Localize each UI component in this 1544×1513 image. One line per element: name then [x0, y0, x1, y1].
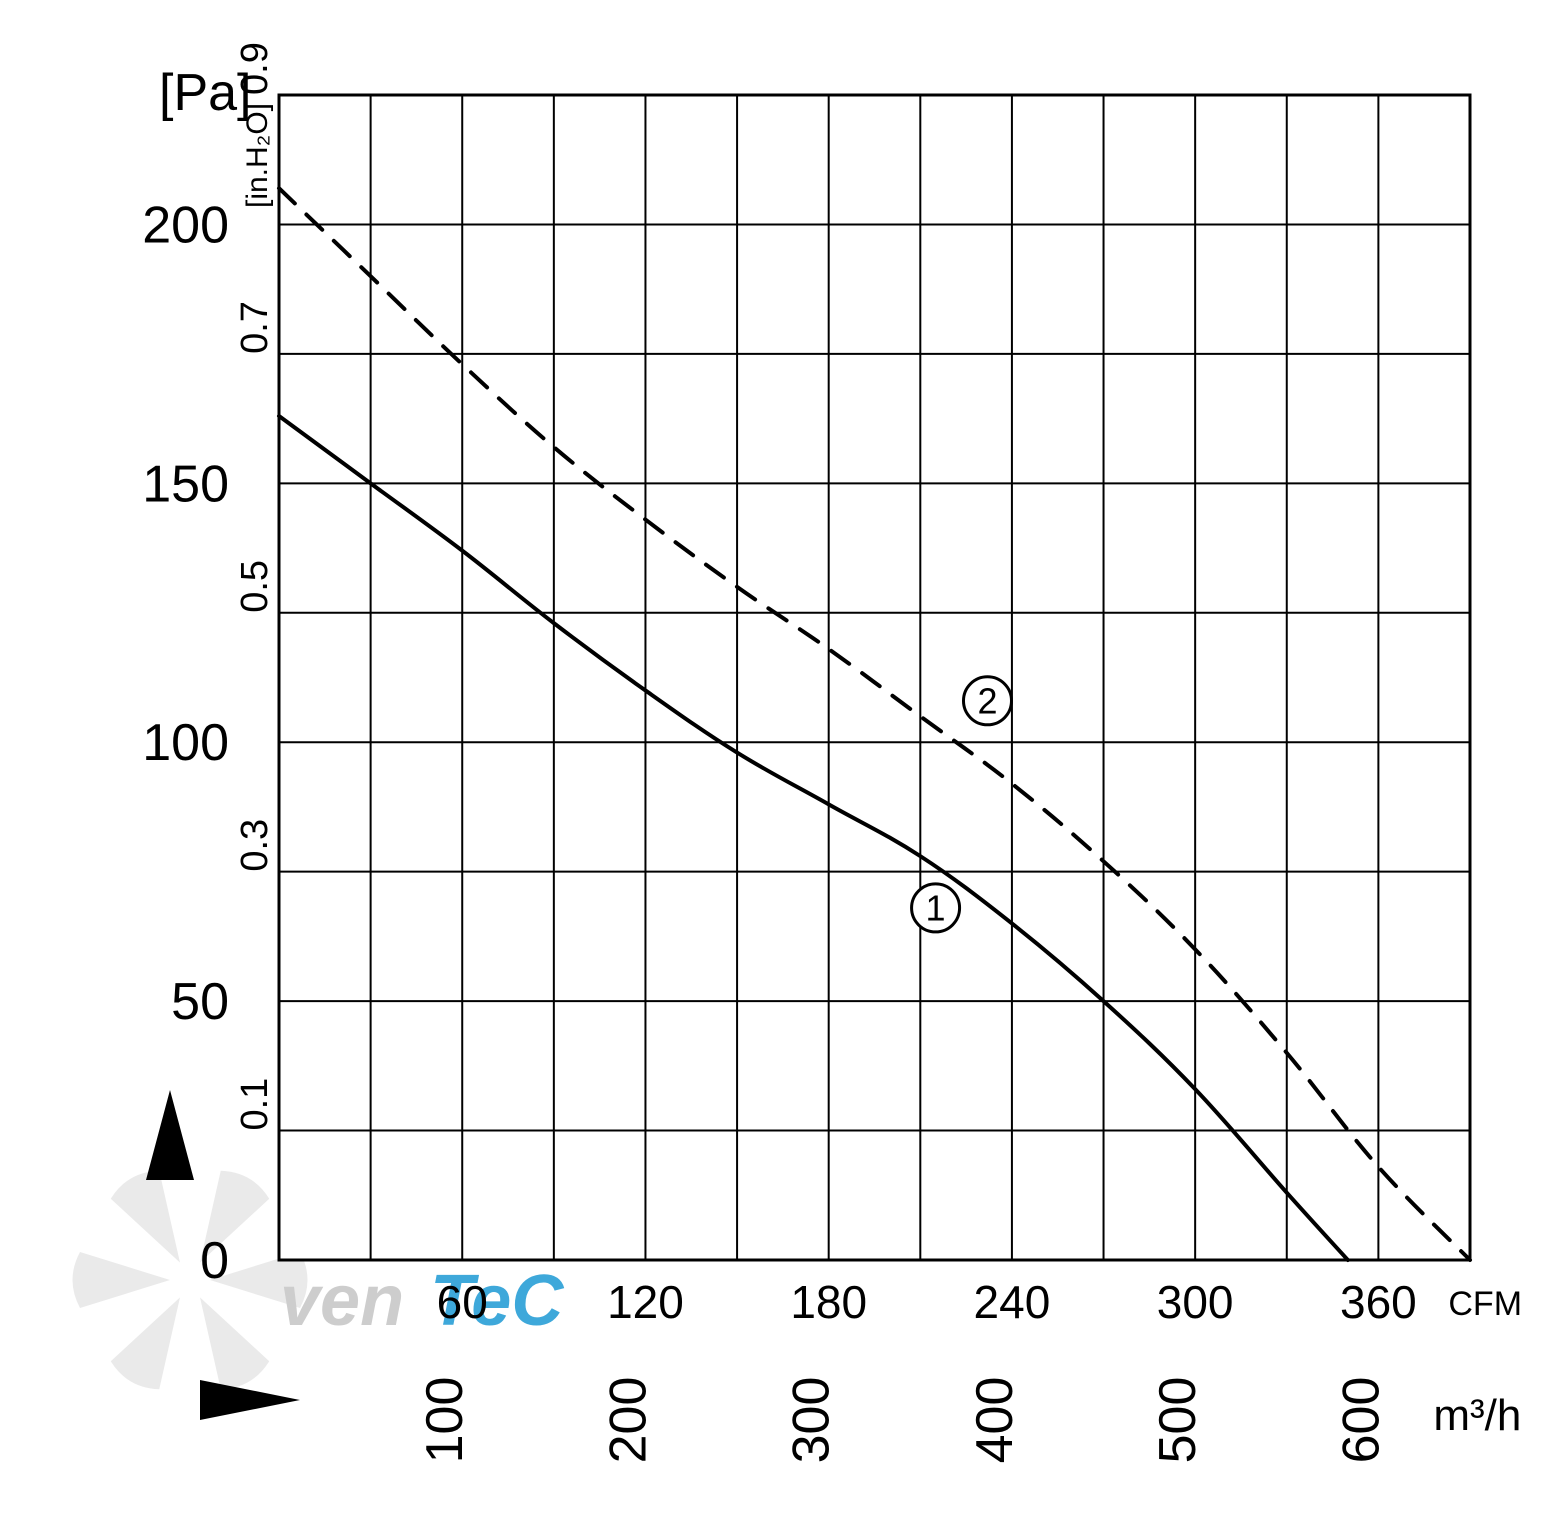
x-m3h-tick: 200 — [599, 1377, 657, 1464]
x-m3h-tick: 300 — [783, 1377, 841, 1464]
y-pa-tick: 200 — [142, 196, 229, 254]
y-pa-tick: 50 — [171, 973, 229, 1031]
x-m3h-tick: 100 — [416, 1377, 474, 1464]
y-inh2o-label: [in.H₂O] — [241, 103, 274, 208]
x-cfm-tick: 60 — [437, 1276, 488, 1328]
y-inh2o-tick: 0.9 — [234, 42, 276, 95]
svg-text:1: 1 — [926, 888, 946, 929]
x-cfm-tick: 180 — [790, 1276, 867, 1328]
curve-marker-2: 2 — [963, 677, 1011, 725]
y-axis-arrow — [146, 1090, 194, 1180]
curve-marker-1: 1 — [912, 884, 960, 932]
x-m3h-tick: 600 — [1332, 1377, 1390, 1464]
x-cfm-tick: 120 — [607, 1276, 684, 1328]
fan-curve-chart: venTeC12050100150200[Pa]0.10.30.50.70.9[… — [0, 0, 1544, 1513]
x-cfm-tick: 300 — [1157, 1276, 1234, 1328]
x-cfm-tick: 240 — [974, 1276, 1051, 1328]
y-inh2o-tick: 0.5 — [234, 560, 276, 613]
x-m3h-tick: 400 — [966, 1377, 1024, 1464]
x-axis-arrow — [200, 1380, 300, 1420]
plot-area — [279, 95, 1470, 1260]
x-cfm-label: CFM — [1448, 1285, 1522, 1323]
svg-text:2: 2 — [977, 680, 997, 721]
watermark-text-gray: ven — [280, 1261, 404, 1341]
y-inh2o-tick: 0.3 — [234, 819, 276, 872]
x-m3h-label: m³/h — [1433, 1391, 1521, 1440]
y-pa-tick: 150 — [142, 455, 229, 513]
y-inh2o-tick: 0.1 — [234, 1078, 276, 1131]
x-cfm-tick: 360 — [1340, 1276, 1417, 1328]
y-inh2o-tick: 0.7 — [234, 301, 276, 354]
x-m3h-tick: 500 — [1149, 1377, 1207, 1464]
y-pa-tick: 0 — [200, 1232, 229, 1290]
y-pa-tick: 100 — [142, 714, 229, 772]
